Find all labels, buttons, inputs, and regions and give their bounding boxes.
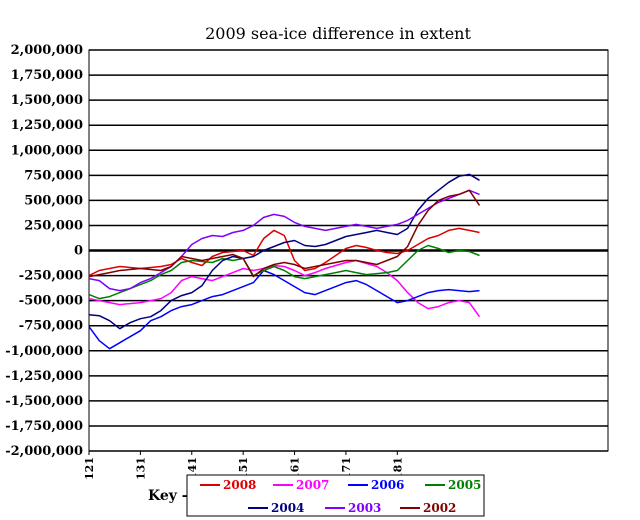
series-lines	[88, 173, 481, 350]
legend-label-2005: 2005	[448, 478, 481, 492]
y-tick-label: -500,000	[19, 294, 83, 309]
series-line-2005	[88, 244, 480, 300]
series-line-2008	[88, 227, 480, 277]
x-axis-ticks: 121 131 141 151 161 171 181	[83, 451, 404, 480]
y-tick-label: 250,000	[24, 218, 83, 233]
y-tick-label: 500,000	[24, 193, 83, 208]
legend-box	[186, 474, 485, 517]
y-tick-label: 1,500,000	[11, 93, 83, 108]
legend-title: Key -	[148, 488, 188, 504]
y-tick-label: 2,000,000	[11, 43, 83, 58]
x-tick-label: 141	[186, 457, 199, 480]
legend-label-2003: 2003	[348, 501, 381, 515]
y-tick-label: -1,250,000	[5, 369, 83, 384]
grid	[89, 49, 608, 452]
series-line-2006	[88, 269, 480, 350]
x-tick-label: 181	[391, 457, 404, 480]
legend-label-2006: 2006	[371, 478, 404, 492]
series-line-2007	[88, 259, 481, 318]
y-tick-label: 750,000	[24, 168, 83, 183]
y-tick-label: 1,000,000	[11, 143, 83, 158]
y-tick-label: -250,000	[19, 269, 83, 284]
x-tick-label: 121	[83, 457, 96, 480]
series-line-2003	[88, 189, 480, 292]
legend-label-2004: 2004	[271, 501, 304, 515]
chart-title: 2009 sea-ice difference in extent	[205, 24, 471, 43]
x-tick-label: 131	[134, 457, 147, 480]
y-tick-label: -750,000	[19, 319, 83, 334]
y-tick-label: 1,750,000	[11, 68, 83, 83]
y-tick-label: 1,250,000	[11, 118, 83, 133]
series-line-2002	[88, 189, 481, 278]
y-tick-label: 0	[74, 244, 83, 259]
legend-label-2008: 2008	[223, 478, 256, 492]
legend: 2008 2007 2006 2005 2004 2003 2002	[200, 478, 481, 515]
x-tick-label: 161	[289, 457, 302, 480]
legend-label-2002: 2002	[423, 501, 456, 515]
y-tick-label: -2,000,000	[5, 444, 83, 459]
y-tick-label: -1,500,000	[5, 394, 83, 409]
x-tick-label: 151	[237, 457, 250, 480]
y-axis-ticks: 2,000,000 1,750,000 1,500,000 1,250,000 1,00…	[5, 43, 83, 459]
y-tick-label: -1,000,000	[5, 344, 83, 359]
legend-label-2007: 2007	[296, 478, 329, 492]
y-tick-label: -1,750,000	[5, 419, 83, 434]
x-tick-label: 171	[340, 457, 353, 480]
